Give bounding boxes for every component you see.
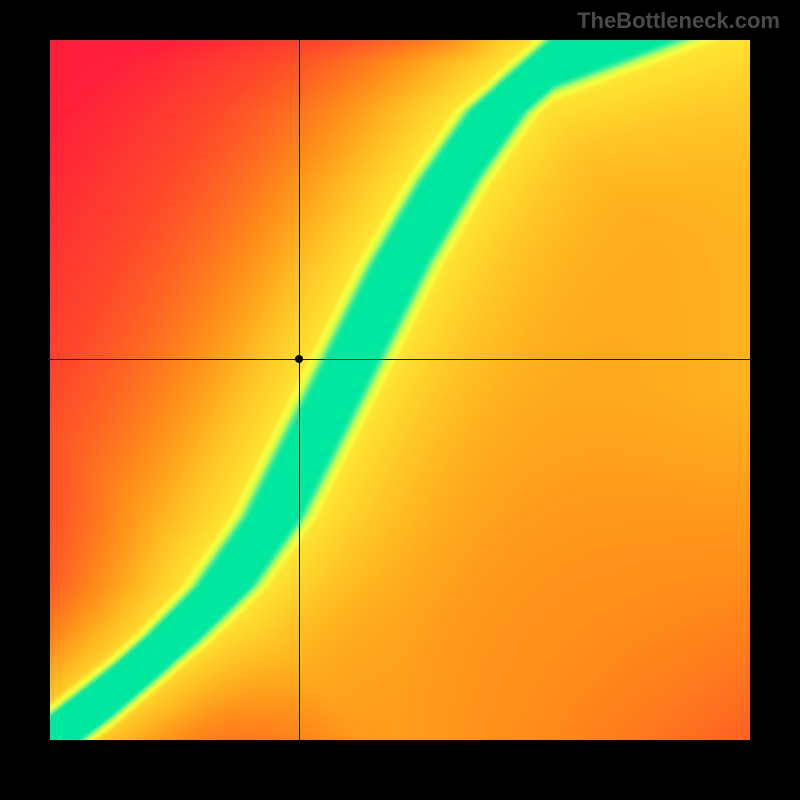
watermark-text: TheBottleneck.com [577, 8, 780, 34]
intersection-marker [295, 355, 303, 363]
heatmap-canvas [50, 40, 750, 740]
crosshair-vertical [299, 40, 300, 740]
heatmap-plot [50, 40, 750, 740]
crosshair-horizontal [50, 359, 750, 360]
